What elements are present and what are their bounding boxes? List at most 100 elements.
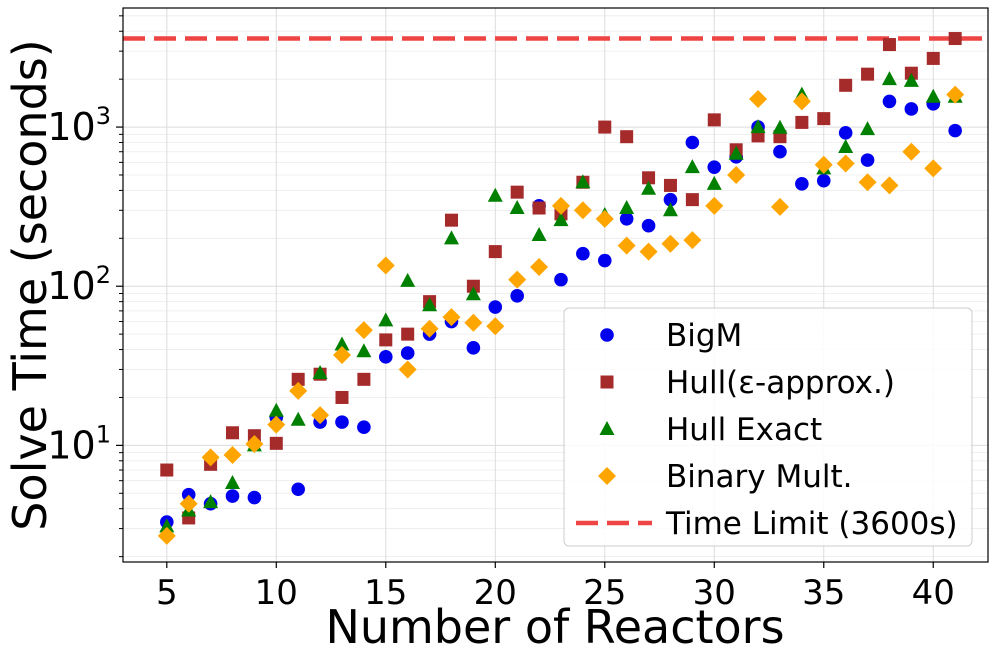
data-point-triangle — [641, 180, 657, 195]
y-tick-label: 101 — [47, 420, 111, 467]
data-point-diamond — [924, 159, 943, 178]
data-point-circle — [948, 123, 962, 138]
data-point-diamond — [946, 85, 965, 104]
data-point-triangle — [925, 88, 941, 103]
data-point-diamond — [880, 176, 899, 195]
legend-swatch-diamond — [598, 467, 616, 485]
legend-label: Binary Mult. — [666, 459, 852, 495]
data-point-triangle — [487, 187, 503, 202]
data-point-diamond — [179, 494, 198, 513]
data-point-square — [663, 178, 677, 192]
data-point-square — [882, 38, 896, 52]
data-point-triangle — [356, 343, 372, 358]
data-point-triangle — [728, 145, 744, 160]
data-point-circle — [466, 341, 481, 355]
data-point-square — [357, 372, 371, 386]
data-series-layer — [157, 32, 965, 545]
data-point-square — [532, 201, 546, 215]
legend-label: Time Limit (3600s) — [665, 506, 958, 542]
x-tick-label: 25 — [583, 573, 626, 613]
data-point-triangle — [268, 402, 284, 417]
data-point-circle — [335, 415, 349, 429]
data-point-square — [861, 67, 875, 81]
data-point-triangle — [290, 411, 306, 426]
data-point-square — [466, 279, 480, 293]
data-point-triangle — [772, 119, 788, 134]
data-point-diamond — [661, 234, 680, 253]
data-point-diamond — [551, 196, 570, 215]
data-point-circle — [773, 144, 787, 159]
data-point-circle — [291, 482, 305, 497]
data-point-circle — [707, 160, 722, 174]
data-point-square — [795, 115, 809, 129]
data-point-circle — [838, 126, 853, 140]
data-point-square — [707, 113, 721, 127]
x-tick-label: 30 — [693, 573, 736, 613]
data-point-triangle — [575, 174, 591, 189]
data-point-circle — [357, 420, 371, 435]
legend-swatch-triangle — [599, 421, 615, 435]
data-point-circle — [225, 489, 240, 503]
data-point-square — [335, 390, 349, 404]
y-axis-ticks: 101 102 103 — [47, 15, 123, 558]
data-point-diamond — [376, 256, 395, 275]
data-point-triangle — [312, 364, 328, 379]
data-point-triangle — [662, 202, 678, 217]
data-point-circle — [904, 102, 919, 116]
data-point-triangle — [860, 121, 876, 136]
legend-label: BigM — [666, 318, 742, 354]
series-diamond — [157, 85, 965, 545]
data-point-circle — [795, 177, 809, 191]
data-point-triangle — [334, 336, 350, 351]
data-point-diamond — [639, 242, 658, 261]
x-tick-label: 5 — [156, 573, 178, 613]
data-point-circle — [247, 490, 262, 505]
data-point-triangle — [443, 230, 459, 245]
y-tick-label: 102 — [47, 261, 111, 308]
data-point-square — [225, 426, 239, 440]
legend-swatch-circle — [600, 328, 614, 342]
data-point-square — [379, 333, 393, 347]
data-point-diamond — [749, 90, 768, 109]
data-point-square — [444, 213, 458, 227]
y-axis-label: Solve Time (seconds) — [3, 39, 57, 530]
data-point-circle — [400, 346, 415, 360]
data-point-square — [817, 112, 831, 126]
data-point-diamond — [727, 165, 746, 184]
data-point-circle — [663, 192, 678, 207]
data-point-diamond — [770, 197, 789, 216]
data-point-square — [488, 245, 502, 259]
data-point-square — [269, 436, 283, 450]
data-point-diamond — [508, 270, 527, 289]
data-point-diamond — [617, 236, 636, 255]
data-point-triangle — [684, 159, 700, 174]
data-point-diamond — [267, 415, 286, 434]
data-point-square — [620, 130, 634, 144]
data-point-square — [642, 171, 656, 185]
data-point-triangle — [422, 297, 438, 312]
plot-frame — [122, 7, 989, 563]
data-point-diamond — [245, 435, 264, 454]
data-point-triangle — [378, 312, 394, 327]
data-point-diamond — [398, 360, 417, 379]
data-point-square — [598, 120, 612, 134]
data-point-diamond — [442, 308, 461, 327]
data-point-diamond — [792, 92, 811, 111]
x-tick-label: 15 — [364, 573, 407, 613]
data-point-circle — [816, 173, 831, 188]
y-tick-label: 103 — [47, 102, 111, 149]
data-point-triangle — [553, 212, 569, 227]
data-point-diamond — [595, 209, 614, 228]
data-point-circle — [882, 94, 897, 109]
data-point-diamond — [201, 448, 220, 467]
x-axis-ticks: 5 10 15 20 25 30 35 40 — [156, 562, 955, 613]
data-point-square — [948, 32, 962, 46]
data-point-diamond — [486, 317, 505, 336]
x-tick-label: 10 — [255, 573, 298, 613]
data-point-diamond — [836, 154, 855, 173]
x-axis-label: Number of Reactors — [325, 600, 784, 654]
data-point-diamond — [420, 319, 439, 338]
data-point-square — [926, 51, 940, 65]
data-point-square — [401, 327, 415, 341]
